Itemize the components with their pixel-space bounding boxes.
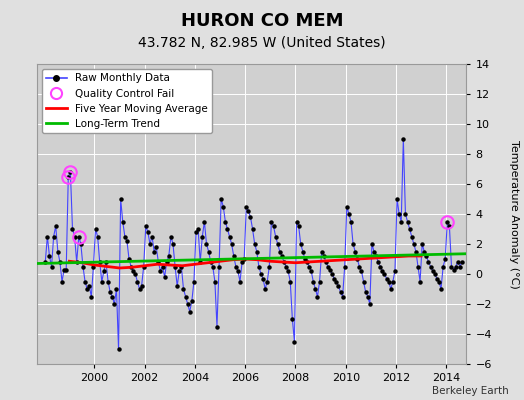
Legend: Raw Monthly Data, Quality Control Fail, Five Year Moving Average, Long-Term Tren: Raw Monthly Data, Quality Control Fail, … — [42, 69, 212, 133]
Text: Berkeley Earth: Berkeley Earth — [432, 386, 508, 396]
Text: 43.782 N, 82.985 W (United States): 43.782 N, 82.985 W (United States) — [138, 36, 386, 50]
Y-axis label: Temperature Anomaly (°C): Temperature Anomaly (°C) — [509, 140, 519, 288]
Text: HURON CO MEM: HURON CO MEM — [181, 12, 343, 30]
